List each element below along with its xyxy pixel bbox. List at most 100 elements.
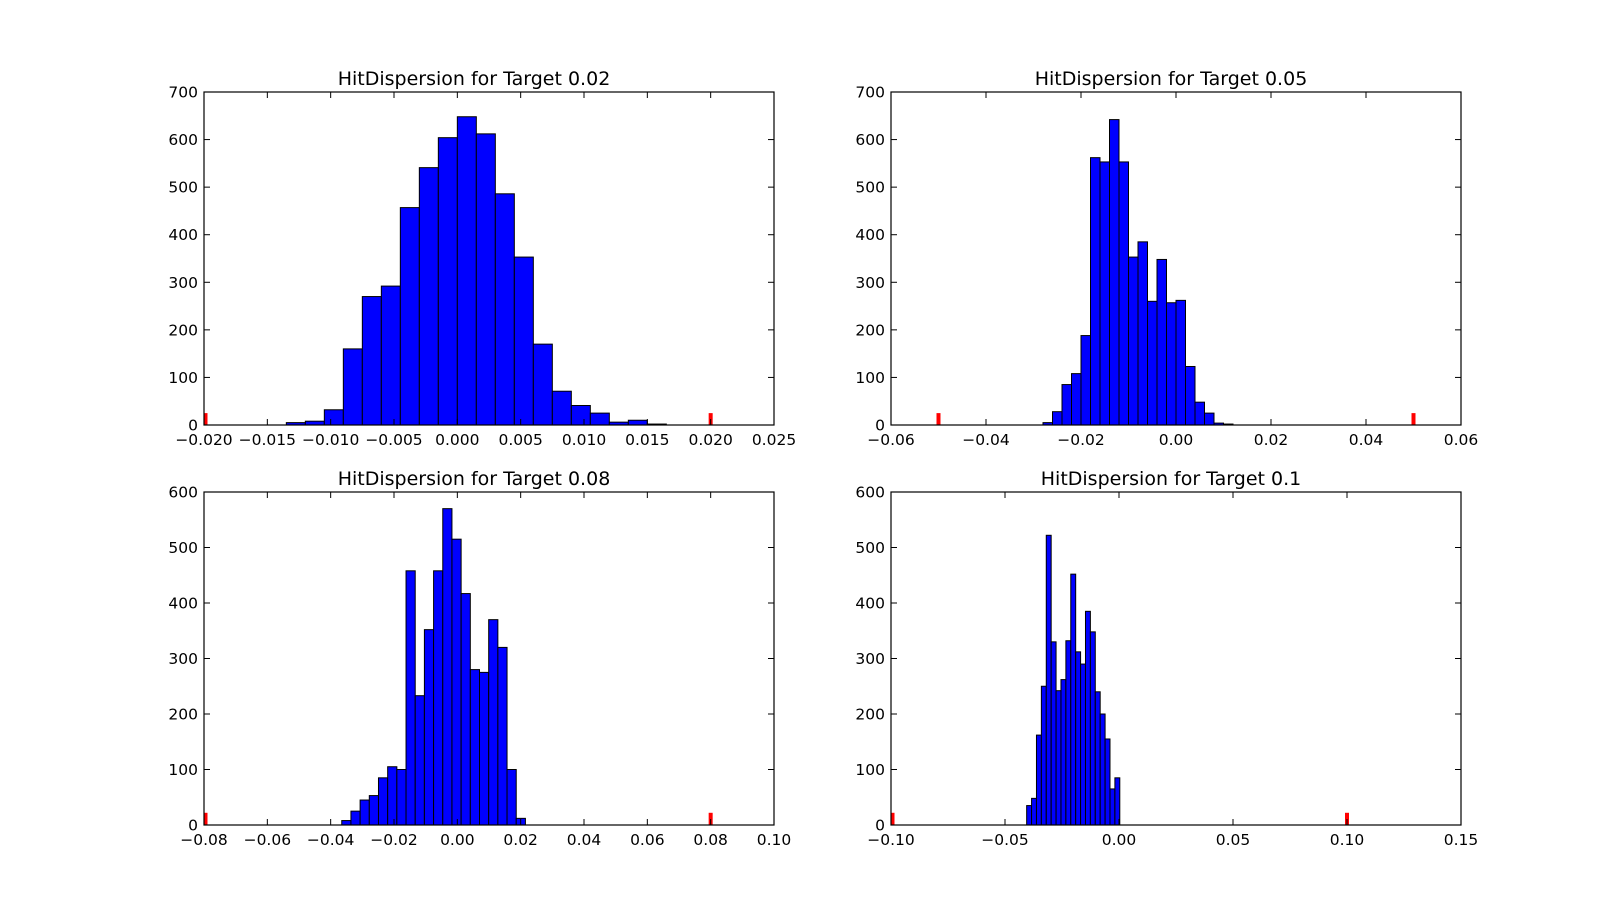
chart-title: HitDispersion for Target 0.1 xyxy=(1041,468,1301,490)
histogram-bar xyxy=(1052,411,1063,426)
y-tick-label: 200 xyxy=(168,706,198,724)
panel-target-0-02: HitDispersion for Target 0.02 −0.020 −0.0… xyxy=(168,68,796,449)
y-tick-label: 600 xyxy=(168,131,198,149)
x-tick-label: 0.05 xyxy=(1216,831,1251,849)
x-tick-label: 0.000 xyxy=(435,431,479,449)
histogram-bar xyxy=(380,285,401,426)
y-tick-label: 500 xyxy=(168,539,198,557)
histogram-bar xyxy=(513,256,534,426)
x-tick-label: −0.06 xyxy=(867,431,915,449)
x-tick-label: 0.04 xyxy=(1349,431,1384,449)
histogram-bar xyxy=(1094,691,1101,826)
y-tick-label: 500 xyxy=(855,539,885,557)
x-tick-label: −0.05 xyxy=(981,831,1029,849)
histogram-bar xyxy=(1060,679,1067,826)
histogram-bar xyxy=(1084,610,1091,826)
histogram-bar xyxy=(418,167,439,426)
histogram-bar xyxy=(497,646,508,826)
x-tick-label: 0.020 xyxy=(688,431,732,449)
x-tick-label: 0.10 xyxy=(757,831,792,849)
histogram-bar xyxy=(423,629,435,826)
histogram-bar xyxy=(488,619,499,826)
y-tick-label: 0 xyxy=(188,417,198,435)
x-tick-label: 0.025 xyxy=(752,431,796,449)
histogram-bar xyxy=(1070,573,1077,826)
histogram-bar xyxy=(1035,734,1042,826)
panel-target-0-1: HitDispersion for Target 0.1 −0.10 −0.05 0… xyxy=(855,468,1478,849)
histogram-bar xyxy=(1137,241,1148,426)
x-tick-label: 0.015 xyxy=(625,431,669,449)
histogram-bar xyxy=(387,766,398,826)
x-tick-label: −0.02 xyxy=(370,831,418,849)
histogram-bar xyxy=(1109,788,1116,826)
histogram-bar xyxy=(1065,640,1072,826)
x-tick-label: 0.06 xyxy=(1444,431,1479,449)
chart-title: HitDispersion for Target 0.02 xyxy=(338,68,611,90)
histogram-bar xyxy=(377,777,389,826)
y-tick-label: 0 xyxy=(188,817,198,835)
histogram-bar xyxy=(1080,335,1091,426)
plot-frame xyxy=(203,91,775,426)
histogram-bar xyxy=(437,137,458,426)
histogram-bar xyxy=(399,207,420,426)
y-tick-label: 300 xyxy=(855,650,885,668)
histogram-bar xyxy=(1071,373,1082,426)
histogram-bar xyxy=(1031,797,1037,826)
histogram-bar xyxy=(1075,651,1082,826)
y-tick-label: 0 xyxy=(875,817,885,835)
x-tick-label: 0.00 xyxy=(1159,431,1194,449)
x-tick-label: 0.02 xyxy=(503,831,538,849)
histogram-bar xyxy=(405,570,416,826)
histogram-bar xyxy=(506,769,517,826)
histogram-bar xyxy=(469,669,481,826)
plot-frame xyxy=(203,491,775,826)
histogram-bar xyxy=(551,390,572,426)
x-tick-label: −0.010 xyxy=(302,431,359,449)
y-tick-label: 200 xyxy=(855,706,885,724)
histogram-bar xyxy=(460,593,471,826)
histogram-bar xyxy=(1147,300,1158,426)
histogram-bar xyxy=(589,412,610,426)
x-tick-label: −0.020 xyxy=(175,431,232,449)
histogram-bar xyxy=(1194,401,1205,426)
histogram-bar xyxy=(1109,119,1120,426)
histogram-bar xyxy=(627,419,648,426)
y-tick-label: 200 xyxy=(168,321,198,339)
histogram-bar xyxy=(323,409,344,426)
y-tick-label: 100 xyxy=(168,369,198,387)
histogram-bar xyxy=(361,296,382,426)
histogram-bar xyxy=(451,538,462,826)
histogram-bar xyxy=(1175,299,1186,426)
x-tick-label: −0.10 xyxy=(867,831,915,849)
x-tick-label: −0.015 xyxy=(239,431,296,449)
histogram-bar xyxy=(1090,157,1101,426)
histogram-bar xyxy=(359,799,370,826)
y-tick-label: 600 xyxy=(855,131,885,149)
y-tick-label: 300 xyxy=(168,274,198,292)
histogram-bar xyxy=(1050,641,1057,826)
y-tick-label: 700 xyxy=(168,84,198,102)
histogram-bar xyxy=(1128,256,1139,426)
histogram-bar xyxy=(532,343,553,426)
histogram-bar xyxy=(1099,161,1110,426)
y-tick-label: 600 xyxy=(168,484,198,502)
x-tick-label: 0.06 xyxy=(630,831,665,849)
histogram-bar xyxy=(1204,412,1215,426)
y-tick-label: 400 xyxy=(168,595,198,613)
chart-title: HitDispersion for Target 0.05 xyxy=(1035,68,1308,90)
y-tick-label: 100 xyxy=(168,761,198,779)
y-tick-label: 100 xyxy=(855,369,885,387)
histogram-bar xyxy=(1026,805,1033,826)
panel-target-0-08: HitDispersion for Target 0.08 −0.08 −0.06… xyxy=(168,468,791,849)
x-tick-label: 0.00 xyxy=(440,831,475,849)
y-tick-label: 100 xyxy=(855,761,885,779)
chart-title: HitDispersion for Target 0.08 xyxy=(338,468,611,490)
histogram-bar xyxy=(456,116,477,426)
x-tick-label: −0.06 xyxy=(244,831,292,849)
y-tick-label: 500 xyxy=(855,179,885,197)
x-tick-label: 0.005 xyxy=(498,431,542,449)
x-tick-label: 0.010 xyxy=(562,431,606,449)
x-tick-label: 0.00 xyxy=(1102,831,1137,849)
x-tick-label: 0.02 xyxy=(1254,431,1289,449)
